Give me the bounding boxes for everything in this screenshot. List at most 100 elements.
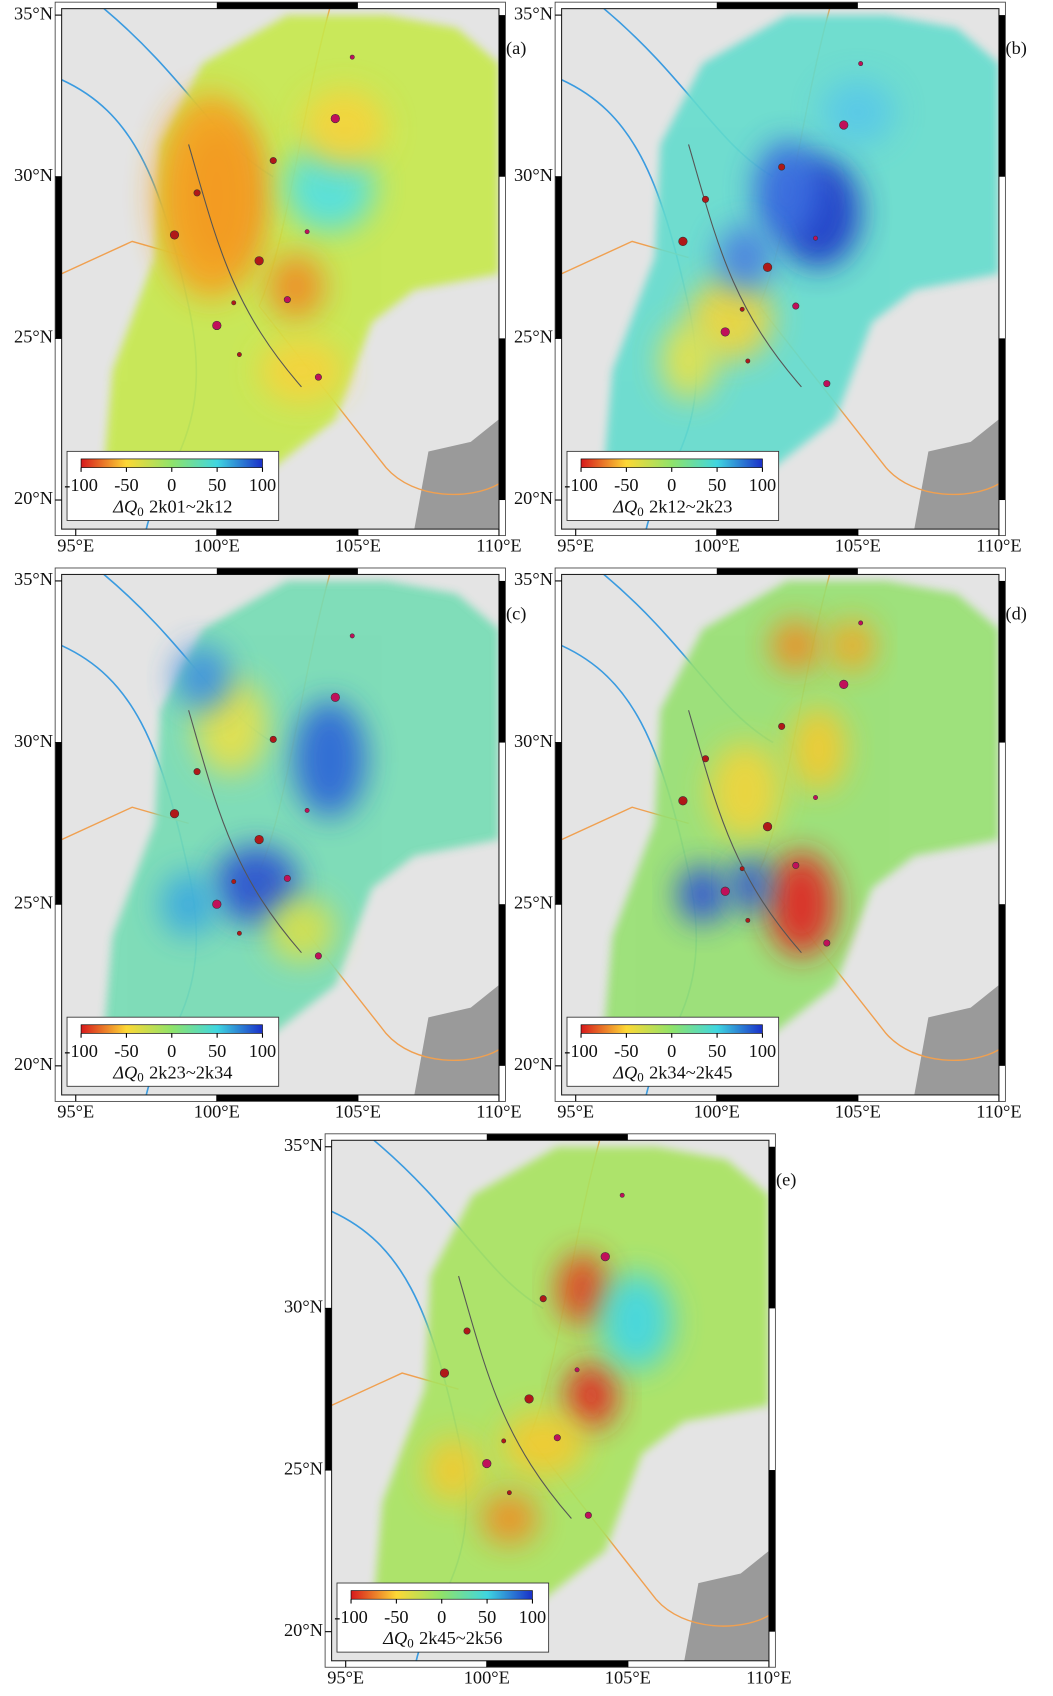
- lon-tick-label: 100°E: [464, 1667, 510, 1687]
- anomaly: [175, 646, 231, 711]
- earthquake: [194, 768, 200, 774]
- lat-tick-label: 35°N: [14, 569, 53, 589]
- earthquake: [778, 723, 784, 729]
- earthquake: [255, 256, 264, 265]
- frame-bar: [55, 743, 61, 905]
- frame-bar: [717, 529, 858, 535]
- panel-label: (d): [1006, 604, 1027, 625]
- earthquake: [859, 61, 863, 65]
- colorbar-symbol: ΔQ: [612, 1063, 637, 1083]
- lon-tick-label: 110°E: [976, 536, 1021, 556]
- earthquake: [620, 1193, 624, 1197]
- colorbar-tick-label: -100: [564, 475, 598, 495]
- lat-tick-label: 30°N: [284, 1297, 323, 1317]
- lon-tick-label: 110°E: [746, 1667, 791, 1687]
- colorbar-symbol: ΔQ: [112, 1063, 137, 1083]
- lat-tick-label: 20°N: [14, 1054, 53, 1074]
- earthquake: [237, 931, 241, 935]
- colorbar-tick-label: 50: [208, 1041, 226, 1061]
- anomaly: [293, 700, 366, 817]
- earthquake: [763, 822, 772, 831]
- anomaly: [821, 80, 894, 145]
- frame-bar: [499, 904, 505, 1066]
- earthquake: [440, 1369, 449, 1378]
- earthquake: [350, 634, 354, 638]
- earthquake: [824, 940, 830, 946]
- colorbar-period: 2k01~2k12: [149, 497, 232, 517]
- lat-tick-label: 20°N: [284, 1620, 323, 1640]
- frame-bar: [217, 1095, 358, 1101]
- frame-bar: [217, 568, 358, 574]
- colorbar-tick-label: 100: [749, 1041, 777, 1061]
- frame-bar: [217, 529, 358, 535]
- lon-tick-label: 110°E: [476, 536, 521, 556]
- anomaly: [259, 338, 343, 403]
- lon-tick-label: 95°E: [557, 1102, 594, 1122]
- anomaly: [268, 254, 324, 319]
- earthquake: [331, 114, 340, 123]
- anomaly: [425, 1438, 481, 1503]
- earthquake: [679, 796, 688, 805]
- lat-tick-label: 35°N: [14, 3, 53, 23]
- colorbar: [581, 459, 762, 468]
- lon-tick-label: 95°E: [557, 536, 594, 556]
- anomaly: [717, 225, 773, 290]
- lat-tick-label: 25°N: [514, 327, 553, 347]
- panel-label: (c): [506, 604, 526, 625]
- earthquake: [679, 237, 688, 246]
- lat-tick-label: 20°N: [14, 488, 53, 508]
- anomaly: [660, 322, 716, 400]
- frame-bar: [999, 904, 1005, 1066]
- colorbar-tick-label: -50: [614, 475, 638, 495]
- earthquake: [507, 1491, 511, 1495]
- earthquake: [284, 296, 290, 302]
- anomaly: [481, 1493, 537, 1545]
- lat-tick-label: 35°N: [514, 569, 553, 589]
- earthquake: [554, 1434, 560, 1440]
- earthquake: [793, 862, 799, 868]
- colorbar-title: ΔQ02k23~2k34: [112, 1063, 232, 1085]
- map-panel: 35°N30°N25°N20°N95°E100°E105°E110°E(a)-1…: [14, 2, 526, 556]
- lon-tick-label: 100°E: [694, 536, 740, 556]
- lon-tick-label: 100°E: [694, 1102, 740, 1122]
- earthquake: [270, 736, 276, 742]
- colorbar-tick-label: 50: [208, 475, 226, 495]
- colorbar-title: ΔQ02k01~2k12: [112, 497, 232, 519]
- lon-tick-label: 95°E: [327, 1667, 364, 1687]
- lon-tick-label: 105°E: [335, 1102, 381, 1122]
- colorbar: [581, 1025, 762, 1034]
- anomaly: [754, 141, 821, 238]
- colorbar-tick-label: -100: [64, 1041, 98, 1061]
- colorbar-period: 2k12~2k23: [649, 497, 732, 517]
- lat-tick-label: 25°N: [14, 892, 53, 912]
- earthquake: [746, 359, 750, 363]
- earthquake: [255, 835, 264, 844]
- panel-label: (b): [1006, 38, 1027, 59]
- earthquake: [270, 157, 276, 163]
- anomaly: [161, 872, 217, 937]
- colorbar-tick-label: 0: [667, 475, 676, 495]
- earthquake: [331, 693, 340, 702]
- anomaly: [771, 620, 822, 672]
- lon-tick-label: 110°E: [976, 1102, 1021, 1122]
- colorbar-tick-label: 50: [478, 1607, 496, 1627]
- anomaly: [155, 92, 267, 299]
- earthquake: [212, 900, 221, 909]
- earthquake: [813, 236, 817, 240]
- colorbar-tick-label: 100: [519, 1607, 547, 1627]
- colorbar-period: 2k23~2k34: [149, 1063, 232, 1083]
- colorbar-tick-label: -100: [564, 1041, 598, 1061]
- lat-tick-label: 20°N: [514, 488, 553, 508]
- colorbar-tick-label: 0: [667, 1041, 676, 1061]
- panel-label: (e): [776, 1170, 796, 1191]
- earthquake: [305, 808, 309, 812]
- frame-bar: [769, 1147, 775, 1309]
- lon-tick-label: 105°E: [835, 536, 881, 556]
- map-panel: 35°N30°N25°N20°N95°E100°E105°E110°E(e)-1…: [284, 1134, 796, 1688]
- earthquake: [721, 887, 730, 896]
- lon-tick-label: 105°E: [605, 1667, 651, 1687]
- colorbar-subscript: 0: [407, 1636, 413, 1651]
- colorbar-tick-label: 100: [749, 475, 777, 495]
